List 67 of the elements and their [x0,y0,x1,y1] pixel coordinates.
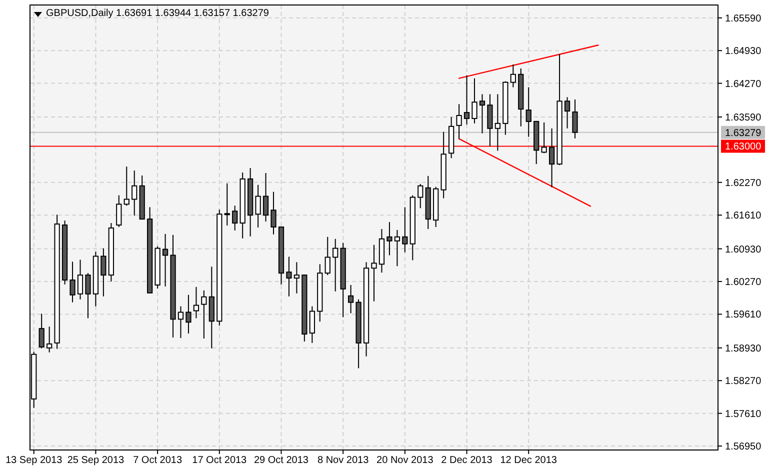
candlestick [548,128,555,188]
y-tick-label: 1.64270 [725,78,762,90]
x-tick-label: 20 Nov 2013 [376,455,434,466]
candlestick [332,238,338,292]
y-tick-label: 1.57610 [725,408,762,420]
candlestick [464,74,470,125]
x-tick-label: 12 Dec 2013 [500,455,558,466]
candlestick [162,233,168,287]
y-tick-label: 1.65590 [725,13,762,24]
candlestick [324,236,330,276]
x-tick-label: 17 Oct 2013 [192,455,248,466]
candlestick [572,98,578,139]
y-tick-label: 1.60930 [725,244,762,256]
candlestick [262,172,269,222]
candlestick [193,286,200,319]
candlestick [394,229,400,267]
candlestick [132,170,138,216]
x-tick-label: 13 Sep 2013 [6,455,63,466]
candlestick [255,184,261,228]
y-tick-label: 1.59610 [725,310,762,321]
candlestick [402,206,408,253]
candlestick [70,261,76,303]
x-tick-label: 7 Oct 2013 [133,455,182,466]
chart-title: GBPUSD,Daily 1.63691 1.63944 1.63157 1.63279 [46,8,270,19]
x-tick-label: 29 Oct 2013 [254,455,309,466]
candlestick [472,78,478,124]
candlestick [294,262,300,294]
y-tick-label: 1.60270 [725,277,762,288]
candlestick [456,104,462,140]
candlestick [371,244,377,302]
x-tick-label: 2 Dec 2013 [441,455,493,466]
candlestick [487,94,493,147]
candlestick [100,248,106,297]
candlestick [541,122,547,154]
candlestick [77,259,84,300]
ref-line-label: 1.63279 [725,128,762,139]
candlestick [418,183,424,209]
candlestick [526,86,532,138]
y-tick-label: 1.58930 [725,343,762,354]
candlestick [270,191,276,235]
candlestick [124,166,130,206]
y-tick-label: 1.64930 [725,46,762,58]
candlestick [564,96,570,129]
candlestick [116,194,122,228]
candlestick [178,306,184,339]
y-tick-label: 1.56950 [725,442,762,453]
y-tick-label: 1.62270 [725,178,762,189]
candlestick [46,326,52,353]
ref-line-label: 1.63000 [725,142,762,153]
candlestick [479,94,486,134]
candlestick [224,182,230,226]
candlestick [232,205,238,231]
candlestick [186,294,192,334]
candlestick [386,222,392,256]
candlestick [510,64,516,88]
candlestick [348,284,354,314]
y-tick-label: 1.58270 [725,376,762,388]
candlestick [38,313,44,349]
x-tick-label: 25 Sep 2013 [67,455,125,466]
candlestick [286,256,292,297]
y-tick-label: 1.61610 [725,210,762,222]
candlestick [201,290,207,339]
candlestick [494,94,501,152]
y-tick-label: 1.63590 [725,112,762,124]
x-tick-label: 8 Nov 2013 [318,455,370,466]
candlestick [309,306,315,344]
candlestick [85,272,91,319]
